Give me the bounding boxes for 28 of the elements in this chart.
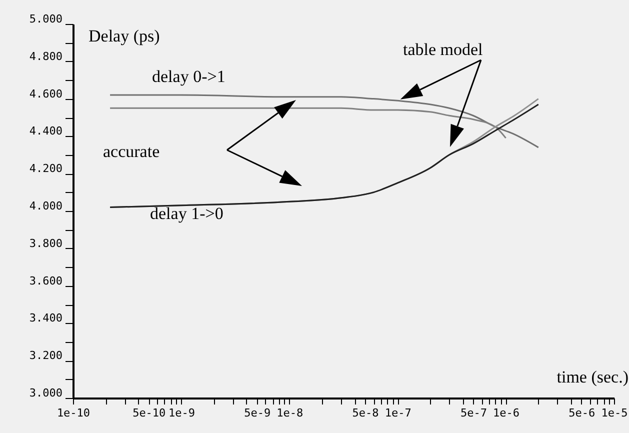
y-tick-label: 4.800 <box>29 50 62 63</box>
y-tick-label: 4.400 <box>29 124 62 138</box>
y-axis-title: Delay (ps) <box>88 26 160 46</box>
x-tick-label: 1e-6 <box>493 406 520 420</box>
y-tick-label: 4.600 <box>29 87 62 100</box>
annotation: delay 0->1 <box>152 67 226 86</box>
annotation: table model <box>403 40 484 59</box>
x-tick-label: 5e-9 <box>244 406 271 420</box>
x-tick-label: 5e-6 <box>568 406 596 420</box>
annotation: delay 1->0 <box>150 204 224 223</box>
y-tick-label: 3.800 <box>29 236 62 250</box>
x-tick-label: 1e-10 <box>56 406 90 420</box>
x-tick-label: 1e-8 <box>276 406 304 420</box>
y-tick-label: 3.600 <box>29 274 62 288</box>
x-tick-label: 5e-10 <box>132 406 166 420</box>
x-tick-label: 5e-8 <box>352 406 379 420</box>
x-tick-label: 5e-7 <box>460 406 487 420</box>
y-tick-label: 3.200 <box>29 349 62 362</box>
x-axis-title: time (sec.) <box>556 368 628 386</box>
annotation: accurate <box>103 142 160 161</box>
x-tick-label: 1e-7 <box>384 406 412 420</box>
x-tick-label: 1e-5 <box>601 406 628 420</box>
y-tick-label: 4.000 <box>29 200 62 212</box>
x-tick-label: 1e-9 <box>168 406 195 420</box>
y-tick-label: 3.400 <box>29 312 62 325</box>
y-tick-label: 4.200 <box>29 162 62 176</box>
y-tick-label: 3.000 <box>29 386 62 400</box>
y-tick-label: 5.000 <box>29 12 62 26</box>
